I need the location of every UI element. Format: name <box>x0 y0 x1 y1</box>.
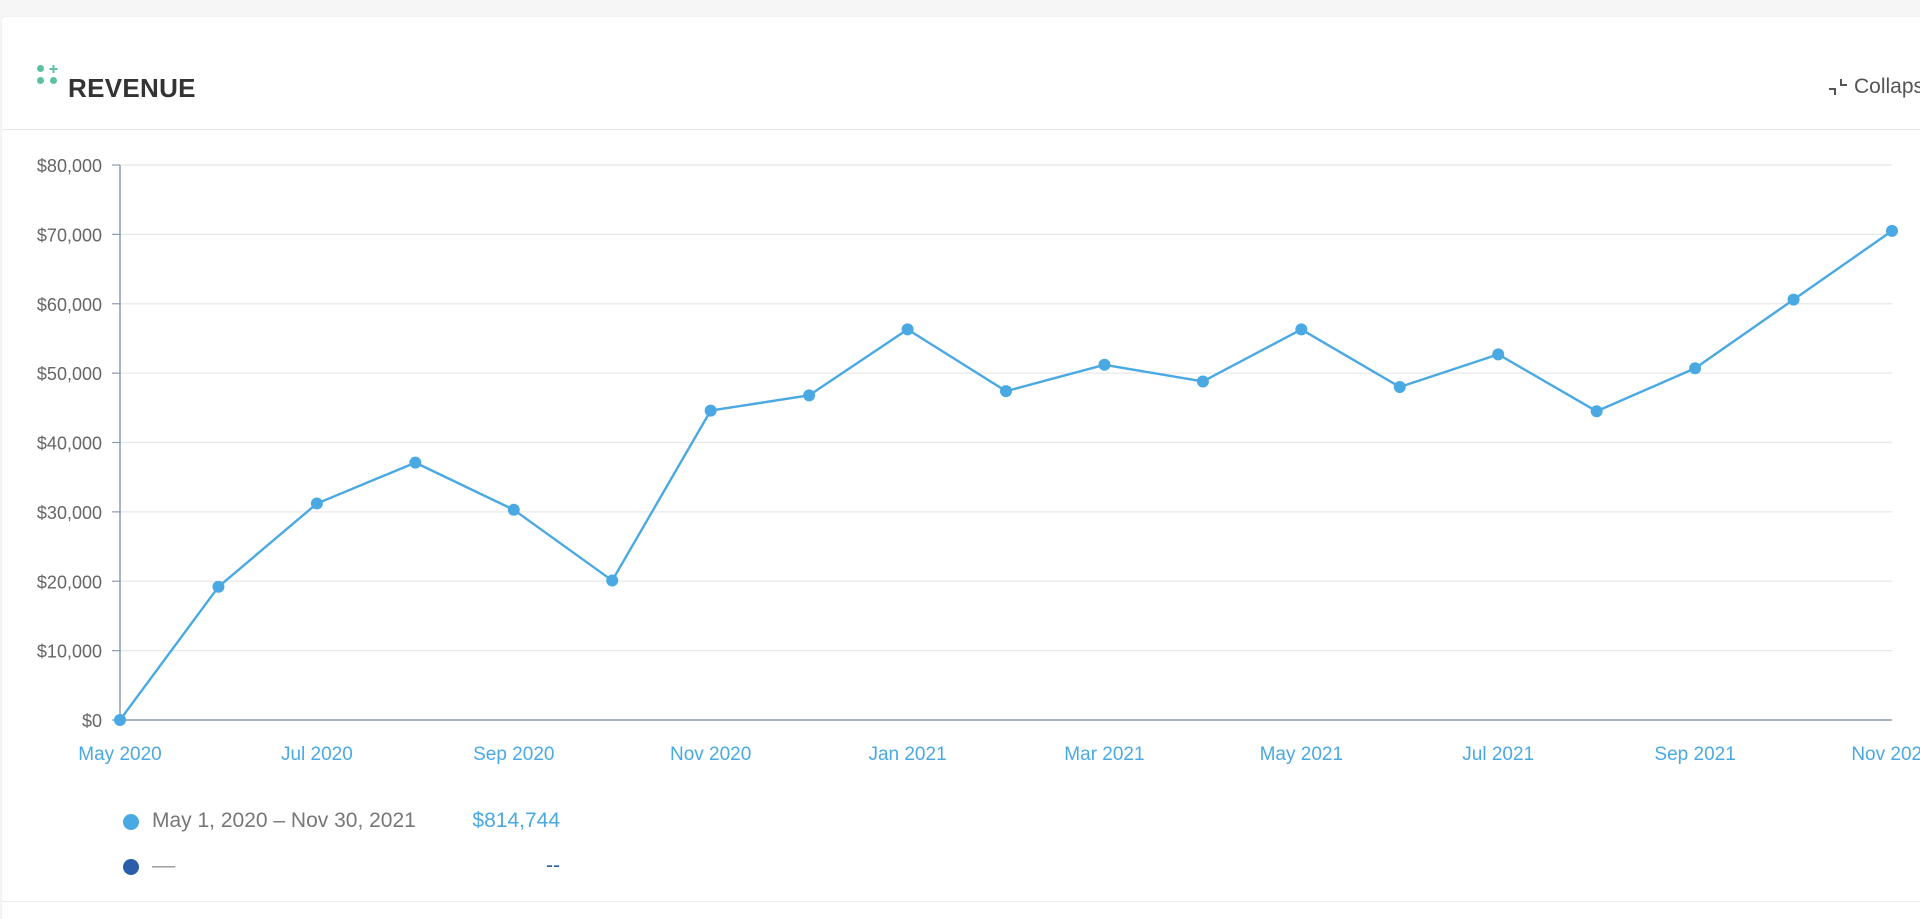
data-point <box>114 714 126 726</box>
y-tick-label: $70,000 <box>37 225 102 245</box>
data-point <box>1196 375 1209 388</box>
y-tick-label: $0 <box>82 711 102 731</box>
collapse-arrows-icon <box>1829 79 1847 95</box>
x-tick-label: Jul 2020 <box>281 744 353 765</box>
data-point <box>901 323 914 336</box>
x-tick-label: May 2021 <box>1260 744 1343 765</box>
y-tick-label: $10,000 <box>37 642 102 662</box>
y-tick-label: $80,000 <box>37 156 102 176</box>
widget-grid-icon <box>37 65 58 84</box>
card-divider <box>2 901 1920 902</box>
revenue-card: REVENUE Collapse $0 $10,000 $20,000 $30,000… <box>2 17 1920 919</box>
y-tick-label: $20,000 <box>37 572 102 592</box>
data-point <box>1492 348 1505 361</box>
x-tick-label: Nov 2020 <box>670 744 751 765</box>
legend-value: $814,744 <box>472 809 560 832</box>
data-point <box>1000 385 1012 398</box>
data-point <box>409 456 422 469</box>
x-tick-label: Jan 2021 <box>868 744 946 765</box>
data-point <box>1590 405 1603 418</box>
y-tick-label: $60,000 <box>37 295 102 315</box>
y-tick-label: $40,000 <box>37 434 102 454</box>
collapse-button[interactable]: Collapse <box>1826 75 1920 99</box>
data-point <box>1393 381 1406 393</box>
y-tick-label: $30,000 <box>37 503 102 523</box>
x-tick-label: Mar 2021 <box>1064 744 1144 765</box>
legend-item-compare[interactable]: –– -- <box>120 852 620 882</box>
data-point <box>1689 362 1702 375</box>
x-tick-label: Sep 2020 <box>473 744 554 765</box>
data-point <box>704 404 717 417</box>
legend-item-primary[interactable]: May 1, 2020 – Nov 30, 2021 $814,744 <box>120 807 620 837</box>
x-tick-label: Sep 2021 <box>1654 744 1735 765</box>
legend-label: –– <box>152 854 176 877</box>
data-point <box>606 574 619 587</box>
data-point <box>1787 293 1800 306</box>
page-title: REVENUE <box>68 73 196 103</box>
x-tick-label: Nov 2021 <box>1851 744 1920 765</box>
card-header: REVENUE Collapse <box>2 17 1920 130</box>
revenue-line-chart: $0 $10,000 $20,000 $30,000 $40,000 $50,000 $60… <box>37 156 1920 765</box>
collapse-label: Collapse <box>1854 75 1920 98</box>
y-tick-label: $50,000 <box>37 364 102 384</box>
legend-dot <box>123 859 139 875</box>
x-tick-label: Jul 2021 <box>1462 744 1534 765</box>
data-point <box>212 580 225 593</box>
legend-dot <box>123 814 139 830</box>
data-point <box>310 497 323 510</box>
data-point <box>803 389 816 402</box>
data-point <box>507 503 520 516</box>
x-tick-label: May 2020 <box>78 744 161 765</box>
data-point <box>1295 323 1308 336</box>
data-point <box>1098 358 1111 371</box>
legend-value: -- <box>546 854 560 877</box>
data-point <box>1886 224 1898 237</box>
legend-label: May 1, 2020 – Nov 30, 2021 <box>152 809 416 832</box>
